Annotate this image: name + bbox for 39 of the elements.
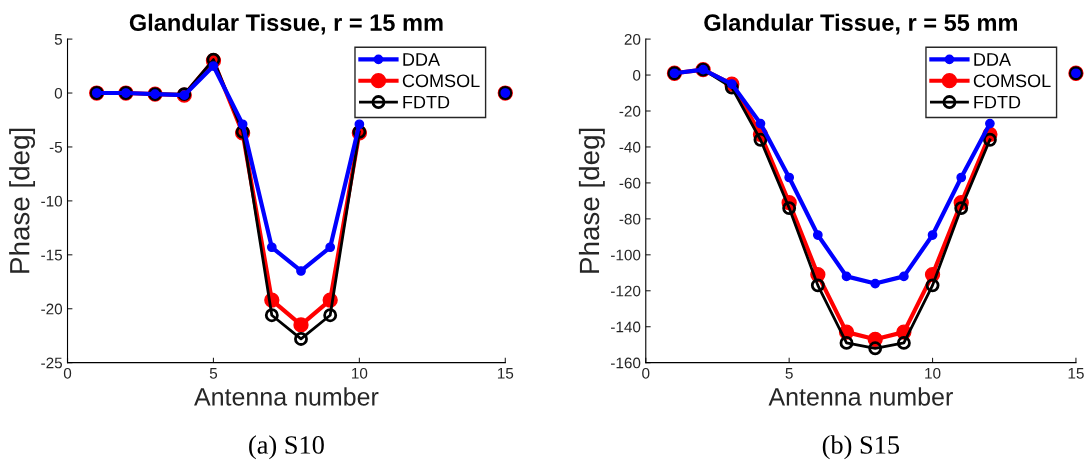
x-tick-label: 10 <box>352 367 368 379</box>
x-tick-label: 10 <box>925 367 941 379</box>
y-tick-label: -5 <box>49 141 63 153</box>
y-axis-title: Phase [deg] <box>578 128 605 273</box>
x-tick-label: 5 <box>209 368 218 379</box>
y-tick-label: 0 <box>54 87 63 99</box>
y-axis-title: Phase [deg] <box>9 128 36 273</box>
y-tick-label: -25 <box>41 357 63 369</box>
legend-label: DDA <box>974 53 1011 66</box>
x-tick-label: 0 <box>642 367 650 379</box>
y-tick-label: 5 <box>54 34 63 45</box>
y-tick-label: -10 <box>41 195 63 207</box>
y-tick-label: -20 <box>619 105 641 117</box>
y-tick-label: -60 <box>619 177 641 189</box>
legend-label: COMSOL <box>973 74 1051 88</box>
x-tick-label: 5 <box>785 368 793 379</box>
y-tick-label: -20 <box>41 303 63 315</box>
x-axis-title: Antenna number <box>768 387 953 406</box>
y-tick-label: -140 <box>611 321 641 333</box>
y-tick-label: 20 <box>624 33 641 45</box>
x-axis-title: Antenna number <box>194 387 379 406</box>
legend-label: DDA <box>403 53 441 66</box>
y-tick-label: -40 <box>619 141 641 153</box>
text: (a) S10 <box>249 435 324 460</box>
x-tick-label: 15 <box>497 368 514 379</box>
legend-label: FDTD <box>403 95 450 109</box>
legend-label: FDTD <box>974 95 1021 109</box>
chart-title: Glandular Tissue, r = 15 mm <box>129 13 443 35</box>
x-tick-label: 15 <box>1068 368 1084 379</box>
y-tick-label: -100 <box>611 249 641 261</box>
y-tick-label: -160 <box>611 357 641 369</box>
text: (b) S15 <box>822 435 900 460</box>
chart-title: Glandular Tissue, r = 55 mm <box>704 13 1017 35</box>
y-tick-label: -80 <box>619 213 641 225</box>
legend-label: COMSOL <box>402 74 480 88</box>
y-tick-label: 0 <box>633 69 641 81</box>
y-tick-label: -120 <box>611 285 641 297</box>
y-tick-label: -15 <box>41 249 63 261</box>
x-tick-label: 0 <box>63 367 72 379</box>
